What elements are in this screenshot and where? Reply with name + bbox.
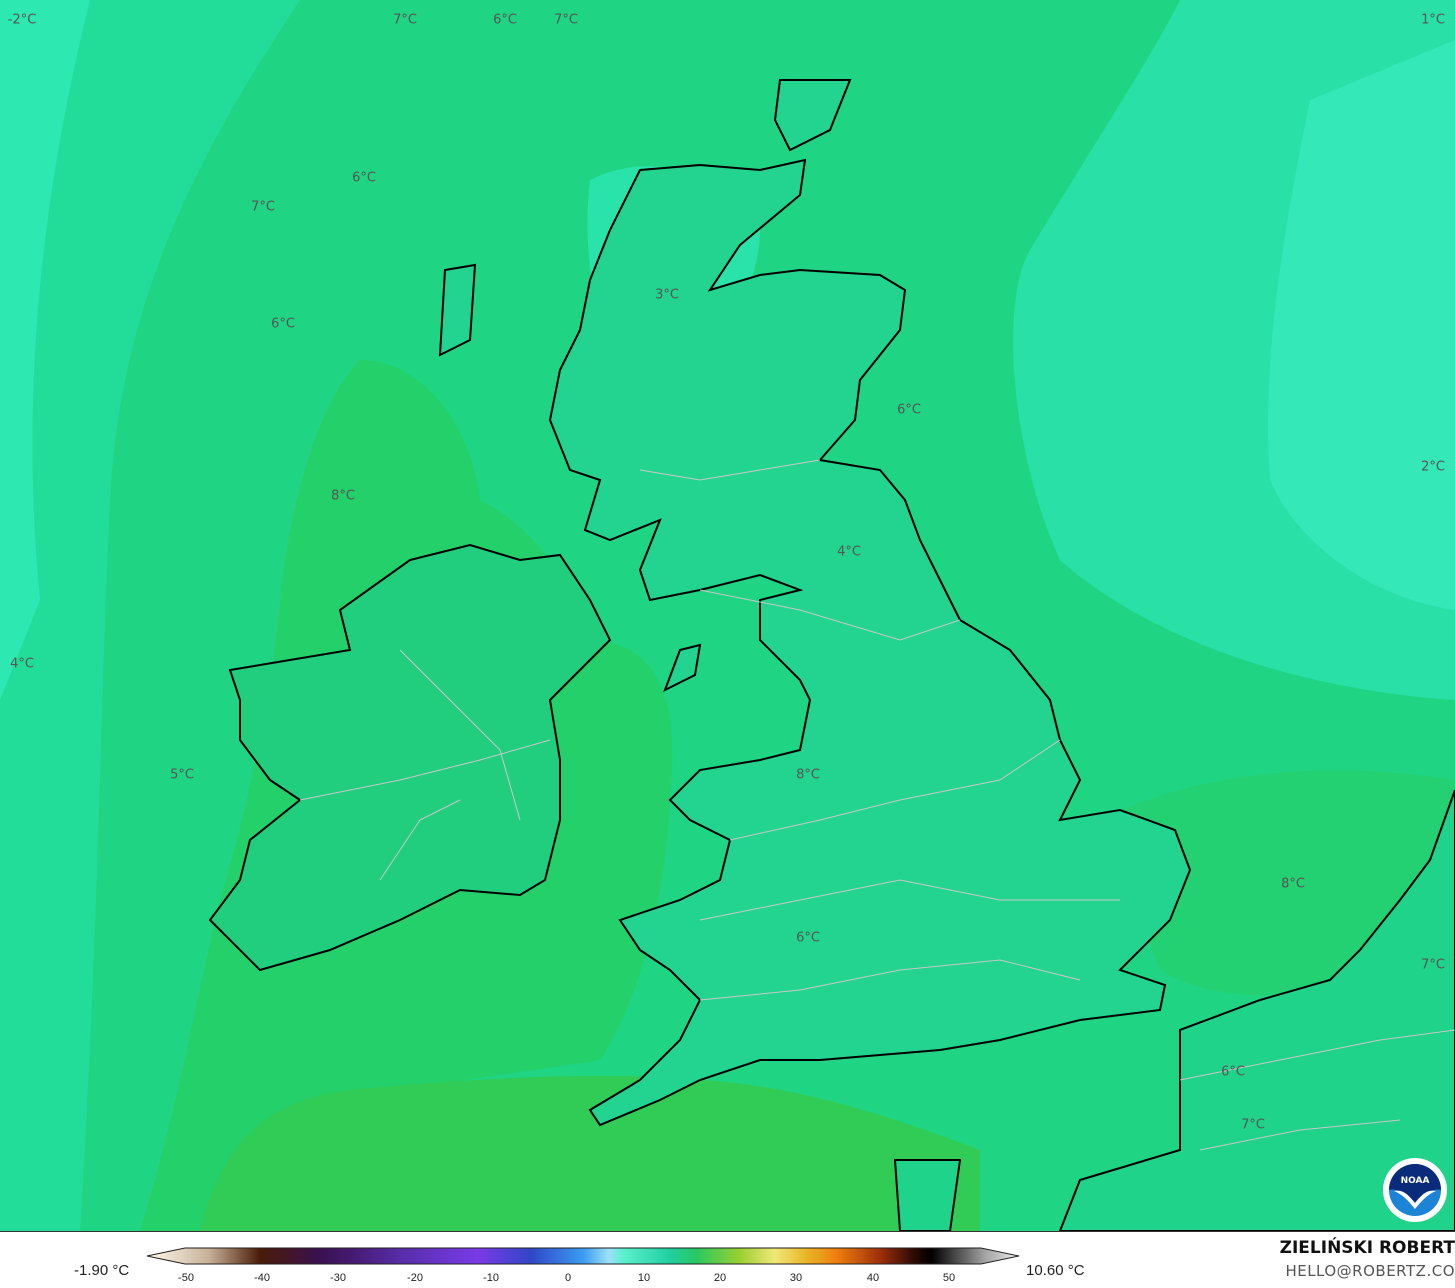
colorbar-tick: -30: [330, 1272, 346, 1284]
temperature-map: [0, 0, 1455, 1231]
temp-label: 1°C: [1421, 12, 1445, 28]
temp-label: 6°C: [493, 12, 517, 28]
temp-label: 7°C: [1241, 1117, 1265, 1133]
admin-borders: [299, 459, 1455, 1151]
colorbar-tick: 0: [564, 1272, 572, 1284]
ireland-coastline: [208, 543, 612, 972]
orkney-islands: [773, 79, 852, 152]
temp-label: 4°C: [837, 544, 861, 560]
continent-coastline: [1058, 789, 1455, 1231]
author-credit: ZIELIŃSKI ROBERT: [1279, 1238, 1455, 1258]
colorbar-tick: 30: [789, 1272, 803, 1284]
colorbar-tick: 20: [713, 1272, 727, 1284]
temp-label: 8°C: [331, 488, 355, 504]
temp-label: 6°C: [897, 402, 921, 418]
colorbar-tick: -10: [483, 1272, 499, 1284]
outer-hebrides: [438, 263, 477, 357]
colorbar-tick: 50: [942, 1272, 956, 1284]
legend-footer: -1.90 °C: [0, 1231, 1455, 1288]
warm-zone-south: [200, 1075, 980, 1231]
svg-text:NOAA: NOAA: [1401, 1176, 1430, 1186]
colorbar-tick: -40: [254, 1272, 270, 1284]
temp-label: 7°C: [1421, 957, 1445, 973]
temp-label: 3°C: [655, 287, 679, 303]
temp-label: 4°C: [10, 656, 34, 672]
channel-islands: [893, 1159, 962, 1231]
temp-label: 7°C: [393, 12, 417, 28]
isle-of-man: [663, 643, 702, 693]
temp-label: 7°C: [251, 199, 275, 215]
temp-label: 5°C: [170, 767, 194, 783]
temp-label: -2°C: [7, 12, 37, 28]
colorbar-tick: -50: [178, 1272, 194, 1284]
legend-max-label: 10.60 °C: [1026, 1262, 1085, 1279]
temp-label: 6°C: [352, 170, 376, 186]
colorbar-tick: -20: [407, 1272, 423, 1284]
colorbar-tick: 40: [866, 1272, 880, 1284]
great-britain-coastline: [548, 158, 1192, 1127]
noaa-logo-icon: NOAA: [1383, 1158, 1447, 1222]
colorbar-tick: 10: [637, 1272, 651, 1284]
temp-label: 6°C: [1221, 1064, 1245, 1080]
temp-label: 6°C: [796, 930, 820, 946]
temp-label: 6°C: [271, 316, 295, 332]
cold-zone-far-west: [0, 0, 90, 700]
temp-label: 2°C: [1421, 459, 1445, 475]
warm-zone-north-sea: [1100, 770, 1455, 996]
temp-label: 8°C: [796, 767, 820, 783]
cool-zone-west: [0, 0, 300, 1231]
author-email: HELLO@ROBERTZ.CO: [1285, 1262, 1455, 1280]
legend-min-label: -1.90 °C: [74, 1262, 130, 1279]
temp-label: 8°C: [1281, 876, 1305, 892]
temp-label: 7°C: [554, 12, 578, 28]
colorbar: [146, 1247, 1020, 1265]
cold-zone-east: [1268, 40, 1455, 610]
